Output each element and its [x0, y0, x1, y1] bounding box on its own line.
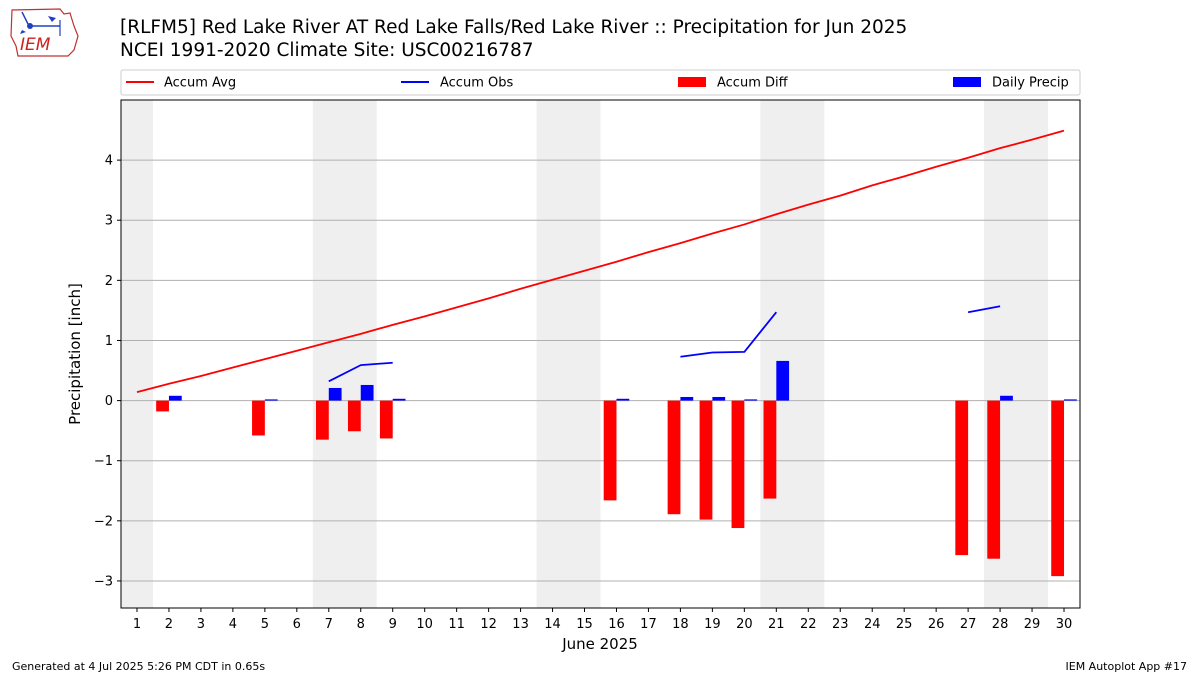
chart-title: [RLFM5] Red Lake River AT Red Lake Falls…: [120, 17, 908, 38]
x-tick-label: 19: [704, 617, 721, 632]
weekend-shade-2: [536, 100, 601, 608]
x-tick-label: 20: [736, 617, 753, 632]
x-tick-label: 5: [261, 617, 269, 632]
x-tick-label: 1: [133, 617, 141, 632]
bar-daily-precip-day-19: [712, 396, 726, 401]
x-tick-label: 17: [640, 617, 657, 632]
x-tick-label: 11: [448, 617, 465, 632]
legend-label-accum-obs: Accum Obs: [440, 76, 513, 91]
x-tick-label: 27: [960, 617, 977, 632]
bar-accum-diff-day-7: [315, 400, 329, 440]
x-tick-label: 10: [416, 617, 433, 632]
x-tick-label: 30: [1056, 617, 1073, 632]
y-tick-label: −2: [94, 514, 113, 529]
weekend-shading: [121, 100, 1049, 608]
x-tick-label: 24: [864, 617, 881, 632]
bars: [156, 360, 1077, 577]
x-tick-label: 6: [293, 617, 301, 632]
logo-text: IEM: [20, 35, 51, 55]
bar-accum-diff-day-5: [252, 400, 265, 436]
x-tick-label: 9: [389, 617, 397, 632]
x-axis: 1 2 3 4 5 6 7 8 9 10 11 12 13 14 15 16 17 18 19 20 21 22 23 24 2…: [133, 608, 1072, 632]
legend: Accum Avg Accum Obs Accum Diff Daily Pre…: [120, 69, 1081, 96]
y-tick-label: −3: [94, 574, 113, 589]
bar-daily-precip-day-18: [680, 396, 694, 401]
legend-label-accum-avg: Accum Avg: [164, 76, 236, 91]
bar-daily-precip-day-16: [616, 398, 630, 401]
x-tick-label: 7: [325, 617, 333, 632]
line-accum-avg-segment-0: [136, 129, 1065, 394]
bar-daily-precip-day-2: [168, 395, 182, 401]
bar-daily-precip-day-20: [744, 399, 758, 401]
bar-accum-diff-day-20: [731, 400, 745, 529]
legend-label-daily-precip: Daily Precip: [992, 76, 1069, 91]
x-tick-label: 13: [512, 617, 529, 632]
bar-accum-diff-day-2: [156, 400, 169, 412]
bar-accum-diff-day-18: [667, 400, 681, 515]
line-accum-obs-segment-2: [967, 305, 1001, 314]
x-tick-label: 29: [1024, 617, 1041, 632]
bar-accum-diff-day-9: [379, 400, 393, 439]
x-tick-label: 2: [165, 617, 173, 632]
x-tick-label: 18: [672, 617, 689, 632]
weekend-shade-0: [121, 100, 153, 608]
lines: [136, 129, 1065, 394]
y-tick-label: −1: [94, 454, 113, 469]
bar-accum-diff-day-27: [955, 400, 969, 556]
bar-accum-diff-day-28: [987, 400, 1001, 559]
footer-app-id: IEM Autoplot App #17: [1065, 660, 1188, 673]
weekend-shade-1: [312, 100, 377, 608]
y-axis: −3 −2 −1 0 1 2 3 4: [94, 154, 121, 589]
y-tick-label: 4: [105, 154, 113, 169]
legend-swatch-accum-diff: [678, 77, 706, 87]
bar-accum-diff-day-8: [347, 400, 361, 432]
legend-swatch-daily-precip: [953, 77, 981, 87]
x-tick-label: 4: [229, 617, 237, 632]
legend-frame: [120, 69, 1081, 96]
x-axis-label: June 2025: [561, 635, 638, 653]
legend-label-accum-diff: Accum Diff: [717, 76, 789, 91]
bar-accum-diff-day-19: [699, 400, 713, 520]
y-tick-label: 0: [105, 394, 113, 409]
x-tick-label: 25: [896, 617, 913, 632]
x-tick-label: 14: [544, 617, 561, 632]
x-tick-label: 8: [357, 617, 365, 632]
footer-generated: Generated at 4 Jul 2025 5:26 PM CDT in 0…: [12, 660, 266, 673]
x-tick-label: 26: [928, 617, 945, 632]
y-tick-label: 2: [105, 274, 113, 289]
bar-accum-diff-day-16: [603, 400, 617, 501]
x-tick-label: 28: [992, 617, 1009, 632]
line-accum-obs-segment-1: [680, 311, 778, 358]
iem-logo: IEM: [10, 8, 79, 57]
bar-daily-precip-day-9: [392, 398, 406, 401]
y-tick-label: 1: [105, 334, 113, 349]
bar-daily-precip-day-21: [776, 360, 790, 401]
x-tick-label: 15: [576, 617, 593, 632]
x-tick-label: 23: [832, 617, 849, 632]
y-tick-label: 3: [105, 214, 113, 229]
chart-subtitle: NCEI 1991-2020 Climate Site: USC00216787: [120, 40, 534, 61]
line-accum-obs-segment-0: [328, 361, 393, 383]
bar-accum-diff-day-21: [763, 400, 777, 499]
x-tick-label: 22: [800, 617, 817, 632]
x-tick-label: 21: [768, 617, 785, 632]
x-tick-label: 3: [197, 617, 205, 632]
plot-frame: [120, 99, 1081, 609]
y-axis-label: Precipitation [inch]: [66, 283, 84, 425]
bar-daily-precip-day-5: [264, 399, 278, 401]
bar-accum-diff-day-30: [1051, 400, 1065, 577]
grid-lines: [121, 159, 1080, 582]
bar-daily-precip-day-28: [1000, 395, 1013, 401]
weekend-shade-3: [760, 100, 825, 608]
bar-daily-precip-day-7: [328, 387, 342, 401]
bar-daily-precip-day-8: [360, 384, 374, 401]
x-tick-label: 12: [480, 617, 497, 632]
x-tick-label: 16: [608, 617, 625, 632]
bar-daily-precip-day-30: [1064, 399, 1077, 401]
